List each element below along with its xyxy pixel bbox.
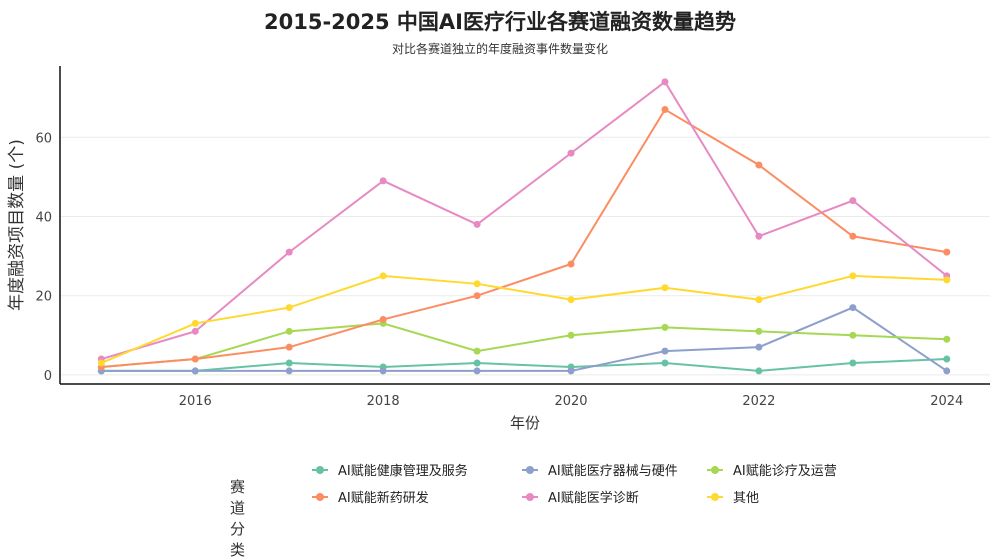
data-point [849,232,857,240]
data-point [567,260,575,268]
data-point [285,327,293,335]
data-point [285,367,293,375]
data-point [285,248,293,256]
series-points [97,78,951,375]
data-point [849,304,857,312]
legend-key-icon [520,490,540,504]
data-point [943,367,951,375]
data-point [191,319,199,327]
data-point [755,327,763,335]
data-point [473,292,481,300]
legend-item: AI赋能医学诊断 [520,487,705,506]
chart-subtitle: 对比各赛道独立的年度融资事件数量变化 [391,42,608,56]
legend-key-icon [520,463,540,477]
data-point [943,248,951,256]
data-point [567,296,575,304]
data-point [285,343,293,351]
y-ticks: 0 20 40 60 [35,131,52,384]
legend-title: 赛道分类 [230,478,246,559]
data-point [755,343,763,351]
x-tick-label: 2022 [742,394,775,409]
x-tick-label: 2016 [179,394,212,409]
data-point [473,280,481,288]
data-point [943,335,951,343]
legend-label: 其他 [733,491,760,506]
data-point [191,355,199,363]
series-line-4 [101,80,948,361]
y-tick-label: 0 [44,369,52,384]
data-point [379,367,387,375]
legend-key-icon [310,463,330,477]
data-point [849,197,857,205]
data-point [567,367,575,375]
data-point [473,347,481,355]
data-point [285,304,293,312]
data-point [755,232,763,240]
data-point [379,272,387,280]
data-point [849,359,857,367]
x-ticks: 2016 2018 2020 2022 2024 [179,394,964,409]
x-tick-label: 2020 [554,394,587,409]
legend-key-icon [705,490,725,504]
legend-label: AI赋能医疗器械与硬件 [548,464,678,479]
data-point [379,315,387,323]
x-tick-label: 2024 [930,394,963,409]
data-point [473,359,481,367]
legend-item: AI赋能医疗器械与硬件 [520,460,705,479]
legend-key-icon [705,463,725,477]
line-chart: 2016 2018 2020 2022 2024 0 20 40 60 年份 年度融资项目数量… [7,66,990,432]
data-point [661,78,669,86]
chart-title: 2015-2025 中国AI医疗行业各赛道融资数量趋势 [264,10,736,34]
data-point [285,359,293,367]
data-point [567,331,575,339]
y-tick-label: 20 [35,290,52,305]
data-point [473,220,481,228]
data-point [755,296,763,304]
data-point [473,367,481,375]
legend-item: AI赋能新药研发 [310,487,520,506]
data-point [379,177,387,185]
data-point [755,161,763,169]
data-point [661,347,669,355]
data-point [661,284,669,292]
legend-label: AI赋能医学诊断 [548,491,639,506]
legend-key-icon [310,490,330,504]
legend-item: 其他 [705,487,875,506]
data-point [567,149,575,157]
data-point [97,359,105,367]
x-axis-label: 年份 [510,414,540,432]
data-point [849,272,857,280]
legend-label: AI赋能诊疗及运营 [733,464,837,479]
series-line-0 [101,358,947,372]
legend-item: AI赋能诊疗及运营 [705,460,875,479]
legend-item: AI赋能健康管理及服务 [310,460,520,479]
data-point [191,327,199,335]
y-tick-label: 60 [35,131,52,146]
data-point [191,367,199,375]
series-line-1 [101,306,948,372]
data-point [943,355,951,363]
x-tick-label: 2018 [367,394,400,409]
data-point [755,367,763,375]
series-line-5 [100,274,947,364]
legend-label: AI赋能新药研发 [338,491,429,506]
series-line-3 [101,108,947,368]
series-line-2 [101,322,947,368]
legend-label: AI赋能健康管理及服务 [338,464,468,479]
gridlines [60,136,990,376]
data-point [943,276,951,284]
data-point [661,323,669,331]
data-point [849,331,857,339]
y-tick-label: 40 [35,210,52,225]
y-axis-label: 年度融资项目数量 (个) [7,139,27,311]
series-lines [100,80,948,372]
data-point [661,359,669,367]
data-point [661,106,669,114]
